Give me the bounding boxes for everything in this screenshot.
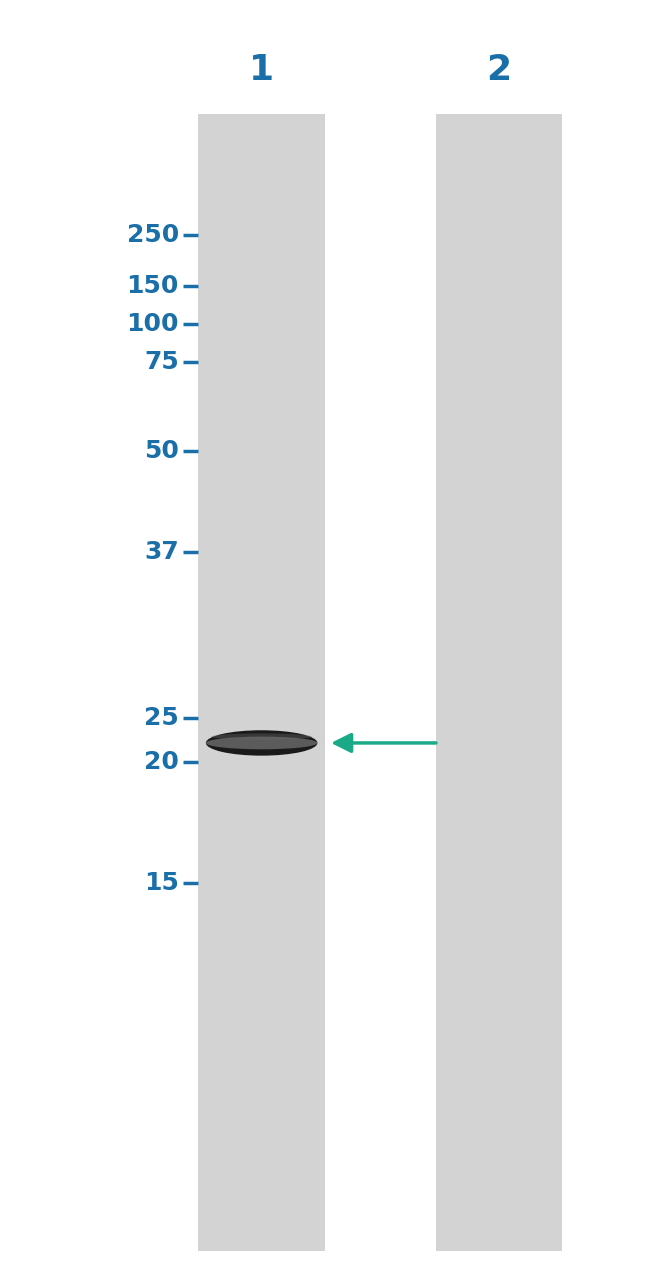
Text: 75: 75 [144, 351, 179, 373]
Ellipse shape [206, 730, 317, 756]
Text: 37: 37 [144, 541, 179, 564]
Text: 100: 100 [126, 312, 179, 335]
Text: 250: 250 [127, 224, 179, 246]
Text: 1: 1 [249, 53, 274, 86]
Text: 2: 2 [486, 53, 512, 86]
Text: 15: 15 [144, 871, 179, 894]
Ellipse shape [211, 733, 312, 739]
Text: 150: 150 [126, 274, 179, 297]
Text: 25: 25 [144, 706, 179, 729]
Bar [436, 114, 562, 1251]
Ellipse shape [206, 737, 317, 749]
Bar [198, 114, 325, 1251]
Text: 20: 20 [144, 751, 179, 773]
Text: 50: 50 [144, 439, 179, 462]
